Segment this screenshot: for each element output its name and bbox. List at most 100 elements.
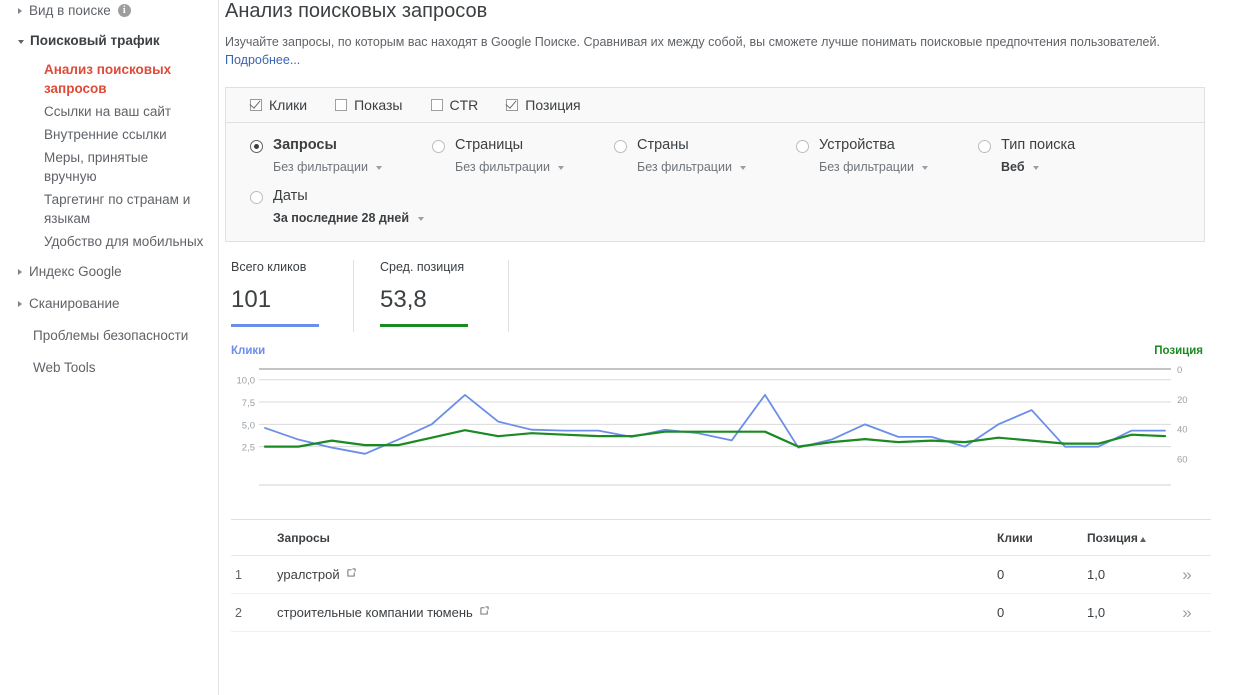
dimension-filter-dropdown[interactable]: Без фильтрации (819, 160, 978, 174)
svg-text:60: 60 (1177, 455, 1188, 466)
dimension-header[interactable]: Устройства (796, 137, 978, 153)
chevron-down-icon (18, 39, 24, 44)
table-row[interactable]: 2 строительные компании тюмень 0 1,0 » (231, 594, 1211, 632)
dimension-row-primary: Запросы Без фильтрации Страницы (250, 137, 1204, 174)
row-expand-button[interactable]: » (1182, 602, 1192, 622)
sidebar-item-security-issues[interactable]: Проблемы безопасности (33, 328, 189, 343)
sidebar: Вид в поиске i Поисковый трафик Анализ п… (0, 0, 219, 695)
row-query: уралстрой (277, 567, 997, 582)
dimension-queries: Запросы Без фильтрации (250, 137, 432, 174)
divider (508, 260, 509, 332)
dimension-filter-value: Без фильтрации (273, 160, 368, 174)
checkbox-clicks[interactable]: Клики (250, 97, 307, 113)
checkbox-checked-icon (506, 99, 519, 111)
dimension-label: Страницы (455, 137, 524, 153)
query-link[interactable]: строительные компании тюмень (277, 605, 473, 620)
spacer (0, 253, 218, 261)
dimension-header[interactable]: Страны (614, 137, 796, 153)
radio-unselected-icon[interactable] (614, 140, 627, 153)
svg-text:10,0: 10,0 (237, 376, 256, 387)
sidebar-group-label: Сканирование (29, 296, 120, 311)
checkbox-impressions[interactable]: Показы (335, 97, 403, 113)
date-range-dropdown[interactable]: За последние 28 дней (273, 211, 510, 225)
sort-ascending-icon (1139, 536, 1146, 542)
chevron-down-icon (558, 165, 565, 170)
sidebar-group-header-crawl[interactable]: Сканирование (0, 293, 218, 314)
chart-legend: Клики Позиция (231, 345, 1211, 357)
row-clicks: 0 (997, 567, 1005, 582)
info-icon[interactable]: i (117, 4, 131, 17)
checkbox-unchecked-icon (335, 99, 348, 111)
table-row[interactable]: 1 уралстрой 0 1,0 » (231, 556, 1211, 594)
dimension-label: Даты (273, 188, 308, 204)
spacer (0, 282, 218, 293)
page-title: Анализ поисковых запросов (225, 0, 488, 22)
radio-unselected-icon[interactable] (250, 191, 263, 204)
dimension-header[interactable]: Страницы (432, 137, 614, 153)
row-expand-button[interactable]: » (1182, 564, 1192, 584)
dimension-header[interactable]: Тип поиска (978, 137, 1160, 153)
dimension-filter-dropdown[interactable]: Без фильтрации (455, 160, 614, 174)
chevron-right-icon (18, 300, 22, 307)
sidebar-item-manual-actions[interactable]: Меры, принятые вручную (44, 150, 149, 184)
sidebar-item-internal-links[interactable]: Внутренние ссылки (44, 127, 167, 142)
sidebar-item-links-to-your-site[interactable]: Ссылки на ваш сайт (44, 104, 172, 119)
summary-card-underline (231, 324, 319, 327)
sidebar-group-header-search-appearance[interactable]: Вид в поиске i (0, 0, 218, 21)
table-header-queries[interactable]: Запросы (277, 530, 330, 545)
table-header-row: Запросы Клики Позиция (231, 520, 1211, 556)
spacer (0, 314, 218, 324)
sidebar-group-label: Поисковый трафик (30, 33, 160, 48)
radio-selected-icon[interactable] (250, 140, 263, 153)
chart-plot-area: 10,0 7,5 5,0 2,5 0 20 40 60 (231, 363, 1211, 491)
sidebar-group-header-google-index[interactable]: Индекс Google (0, 261, 218, 282)
sidebar-item-search-analytics[interactable]: Анализ поисковых запросов (44, 62, 172, 96)
summary-card-total-clicks: Всего кликов 101 (231, 260, 321, 332)
dimension-header[interactable]: Запросы (250, 137, 432, 153)
sidebar-item-web-tools[interactable]: Web Tools (33, 360, 96, 375)
dimension-area: Запросы Без фильтрации Страницы (226, 123, 1204, 241)
summary-card-underline (380, 324, 468, 327)
svg-text:40: 40 (1177, 425, 1188, 436)
chevron-down-icon (740, 165, 747, 170)
sidebar-group-label: Индекс Google (29, 264, 122, 279)
sidebar-item-international-targeting[interactable]: Таргетинг по странам и языкам (44, 192, 191, 226)
table-header-clicks[interactable]: Клики (997, 530, 1033, 545)
query-link[interactable]: уралстрой (277, 567, 340, 582)
spacer (0, 21, 218, 30)
page-description: Изучайте запросы, по которым вас находят… (225, 34, 1215, 69)
performance-chart: Клики Позиция 10,0 7,5 5,0 2,5 0 20 40 60 (231, 345, 1211, 491)
dimension-filter-dropdown[interactable]: Без фильтрации (637, 160, 796, 174)
checkbox-ctr[interactable]: CTR (430, 97, 478, 113)
main-content: Анализ поисковых запросов Изучайте запро… (219, 0, 1241, 695)
chart-svg: 10,0 7,5 5,0 2,5 0 20 40 60 (237, 365, 1188, 486)
radio-unselected-icon[interactable] (432, 140, 445, 153)
sidebar-group-crawl: Сканирование (0, 293, 218, 314)
chevron-down-icon (1033, 165, 1040, 170)
external-link-icon[interactable] (347, 565, 356, 577)
legend-position: Позиция (1154, 345, 1203, 357)
sidebar-group-label: Вид в поиске (29, 3, 111, 18)
dimension-label: Запросы (273, 137, 337, 153)
dimension-filter-dropdown[interactable]: Без фильтрации (273, 160, 432, 174)
dimension-header[interactable]: Даты (250, 188, 510, 204)
row-index: 1 (235, 567, 242, 582)
dimension-filter-value: Веб (1001, 160, 1025, 174)
chevron-right-icon (18, 268, 22, 275)
sidebar-item-mobile-usability[interactable]: Удобство для мобильных (44, 234, 204, 249)
spacer (0, 347, 218, 356)
learn-more-link[interactable]: Подробнее... (225, 53, 301, 67)
external-link-icon[interactable] (480, 603, 489, 615)
radio-unselected-icon[interactable] (978, 140, 991, 153)
sidebar-group-google-index: Индекс Google (0, 261, 218, 282)
table-header-position[interactable]: Позиция (1087, 531, 1163, 545)
dimension-filter-dropdown[interactable]: Веб (1001, 160, 1160, 174)
radio-unselected-icon[interactable] (796, 140, 809, 153)
dimension-label: Страны (637, 137, 689, 153)
legend-clicks: Клики (231, 345, 266, 357)
dimension-label: Тип поиска (1001, 137, 1076, 153)
checkbox-position[interactable]: Позиция (506, 97, 581, 113)
sidebar-group-header-search-traffic[interactable]: Поисковый трафик (0, 30, 218, 51)
svg-text:5,0: 5,0 (242, 420, 255, 431)
